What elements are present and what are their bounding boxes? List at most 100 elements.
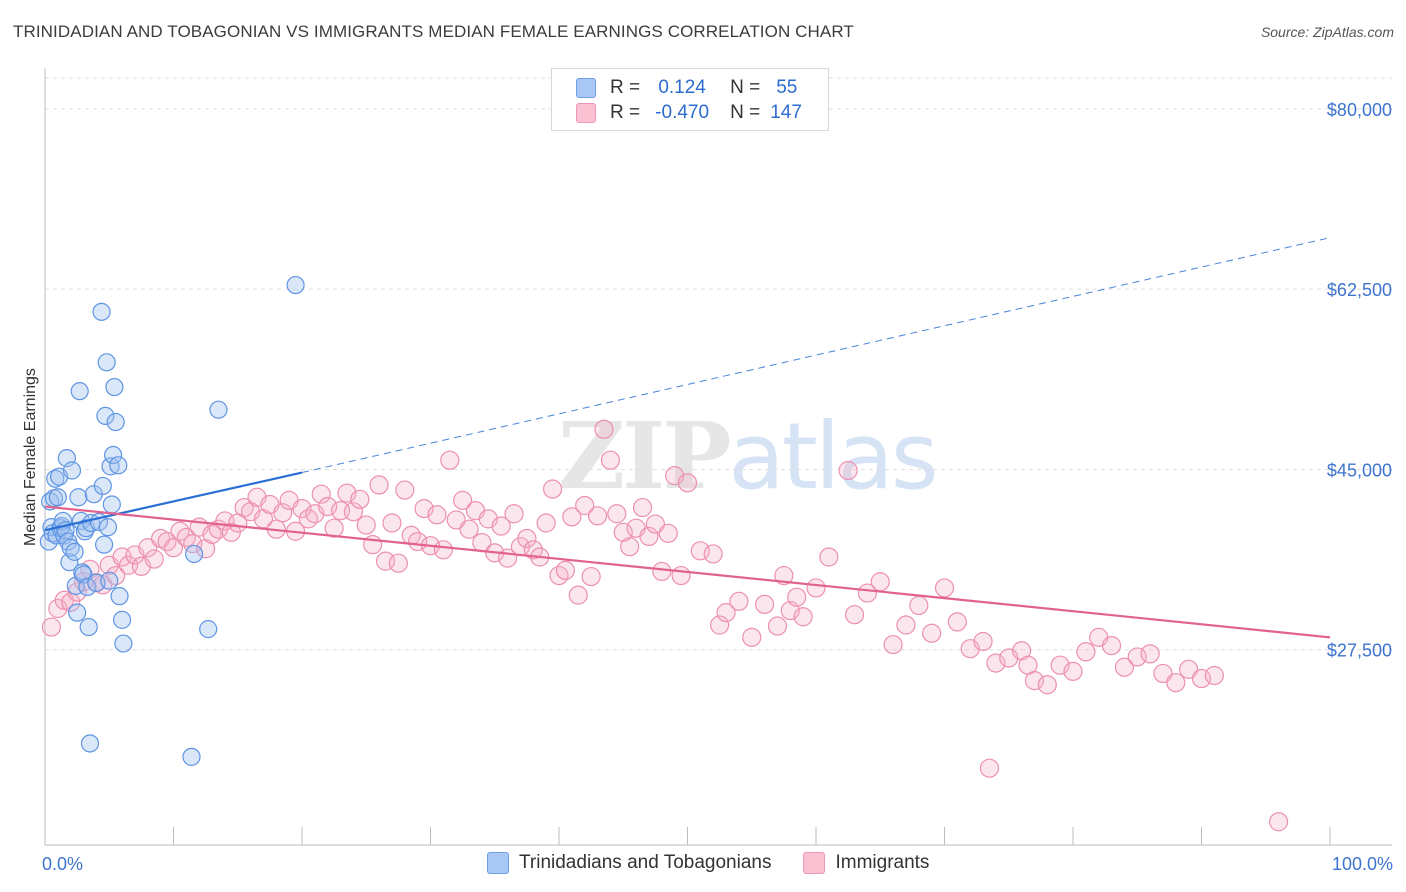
- immigrant-point: [41, 617, 62, 637]
- immigrant-point: [986, 653, 1006, 673]
- immigrant-point: [896, 615, 916, 635]
- trinidadian-trend-line: [44, 471, 303, 532]
- immigrant-point: [1204, 665, 1224, 686]
- trinidadian-points: [39, 275, 305, 766]
- immigrant-point: [909, 595, 929, 616]
- immigrant-point: [311, 484, 331, 504]
- immigrant-point: [710, 615, 730, 635]
- immigrant-point: [427, 505, 447, 525]
- immigrant-point: [1076, 642, 1096, 662]
- immigrant-point: [350, 489, 370, 509]
- immigrant-point: [703, 544, 723, 564]
- immigrant-point: [1166, 673, 1186, 693]
- immigrant-point: [1140, 644, 1160, 664]
- immigrant-point: [754, 594, 775, 615]
- pink-swatch: [576, 103, 596, 123]
- immigrant-point: [607, 504, 627, 524]
- trinidadian-point: [182, 747, 201, 766]
- immigrant-point: [273, 503, 293, 523]
- immigrant-point: [298, 509, 319, 529]
- immigrant-point: [144, 549, 164, 569]
- immigrant-point: [459, 519, 479, 539]
- immigrant-point: [1153, 663, 1173, 684]
- immigrant-point: [440, 450, 460, 470]
- immigrant-point: [594, 419, 614, 439]
- immigrant-point: [658, 523, 678, 543]
- immigrant-point: [324, 518, 344, 538]
- watermark-atlas: atlas: [728, 403, 938, 510]
- blue-swatch: [576, 78, 596, 98]
- trinidadian-point: [286, 275, 305, 295]
- immigrant-point: [947, 612, 967, 632]
- trinidadian-point: [65, 542, 84, 561]
- trinidadian-point: [184, 544, 204, 564]
- immigrant-point: [343, 502, 363, 522]
- source-label: Source: ZipAtlas.com: [1260, 24, 1394, 40]
- immigrant-point: [433, 540, 453, 560]
- trinidadian-point: [62, 461, 82, 480]
- immigrant-point: [883, 634, 903, 655]
- stats-legend: R = 0.124 N = 55 R = -0.470 N = 147: [551, 68, 829, 131]
- immigrant-point: [870, 572, 890, 592]
- immigrant-point: [973, 631, 993, 652]
- trinidadian-point: [114, 634, 133, 653]
- immigrant-point: [446, 510, 466, 530]
- y-tick-label: $80,000: [1327, 100, 1392, 120]
- trinidadian-trend-extension: [301, 237, 1331, 474]
- immigrants-points: [41, 419, 1289, 832]
- immigrant-point: [562, 507, 582, 527]
- immigrant-point: [1114, 657, 1135, 677]
- x-tick-label: 0.0%: [42, 854, 83, 874]
- immigrant-point: [729, 591, 749, 611]
- y-tick-label: $45,000: [1327, 460, 1392, 480]
- trinidadian-point: [93, 476, 112, 496]
- immigrant-point: [639, 526, 659, 547]
- immigrant-point: [806, 578, 826, 598]
- immigrant-point: [382, 513, 402, 533]
- immigrant-point: [922, 623, 942, 643]
- immigrant-point: [581, 566, 601, 587]
- trinidadian-point: [96, 406, 115, 425]
- trinidadian-point: [48, 488, 67, 507]
- trinidadian-point: [92, 302, 111, 321]
- immigrant-point: [838, 460, 858, 481]
- immigrant-point: [632, 497, 653, 518]
- immigrant-point: [575, 495, 595, 516]
- immigrant-point: [453, 490, 473, 510]
- immigrant-point: [677, 473, 698, 493]
- trinidadian-point: [106, 412, 125, 432]
- immigrant-point: [523, 540, 543, 560]
- immigrant-point: [138, 538, 158, 558]
- immigrant-point: [742, 627, 762, 647]
- trinidadian-point: [98, 518, 118, 537]
- watermark: ZIPatlas: [558, 402, 939, 510]
- immigrant-point: [408, 531, 428, 552]
- immigrant-point: [671, 565, 691, 586]
- legend-item-trinidadians: Trinidadians and Tobagonians: [487, 852, 771, 874]
- legend-label-trinidadians: Trinidadians and Tobagonians: [519, 852, 772, 873]
- r-value: 0.124: [658, 77, 706, 98]
- trinidadian-point: [69, 488, 88, 507]
- immigrant-point: [536, 513, 556, 533]
- trinidadian-point: [70, 382, 89, 401]
- trinidadian-point: [105, 377, 124, 397]
- legend-item-immigrants: Immigrants: [803, 852, 929, 874]
- r-label: R =: [610, 77, 641, 98]
- chart-title: TRINIDADIAN AND TOBAGONIAN VS IMMIGRANTS…: [13, 22, 854, 41]
- immigrant-point: [844, 605, 865, 625]
- trinidadian-point: [209, 400, 228, 419]
- immigrant-point: [1268, 812, 1289, 832]
- immigrant-point: [793, 607, 813, 627]
- immigrant-point: [356, 515, 376, 535]
- immigrant-point: [934, 578, 955, 598]
- immigrant-point: [163, 538, 184, 558]
- immigrant-trend-line: [44, 505, 1331, 639]
- series-legend: Trinidadians and Tobagonians Immigrants: [487, 852, 961, 874]
- immigrant-point: [1179, 659, 1199, 679]
- n-value: 147: [770, 102, 802, 123]
- immigrant-point: [549, 565, 569, 586]
- pink-swatch: [803, 852, 826, 874]
- immigrant-point: [292, 498, 312, 519]
- r-label: R =: [610, 102, 641, 123]
